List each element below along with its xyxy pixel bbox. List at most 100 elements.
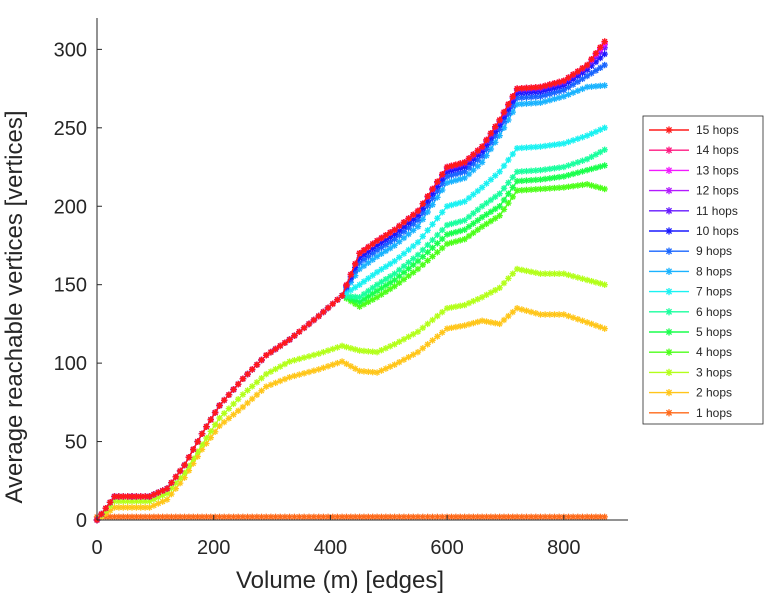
legend-marker [665, 288, 673, 296]
series-1-hops [93, 513, 608, 521]
legend-marker [665, 146, 673, 154]
data-point [565, 271, 572, 279]
data-point [194, 438, 201, 445]
data-point [300, 324, 308, 332]
data-point [244, 370, 251, 378]
data-point [419, 200, 426, 207]
data-point [356, 513, 363, 521]
data-point [291, 372, 298, 380]
data-point [601, 146, 608, 153]
data-point [601, 124, 608, 132]
data-point [391, 276, 398, 284]
legend-label: 5 hops [696, 325, 732, 339]
y-tick-label: 200 [54, 196, 87, 218]
data-point [211, 428, 219, 435]
data-point [387, 279, 394, 286]
data-point [391, 242, 398, 249]
data-point [239, 403, 247, 411]
data-point [258, 374, 265, 382]
data-point [496, 168, 503, 175]
data-point [400, 250, 408, 257]
data-point [597, 163, 604, 170]
data-point [496, 284, 503, 292]
data-point [461, 217, 468, 224]
data-point [378, 278, 385, 286]
data-point [505, 312, 512, 320]
data-point [487, 319, 495, 326]
data-point [352, 346, 359, 353]
data-point [356, 294, 363, 301]
legend-label: 2 hops [696, 386, 732, 400]
data-point [492, 172, 499, 179]
data-point [500, 279, 508, 287]
data-point [424, 257, 431, 264]
data-point [352, 260, 359, 268]
data-point [410, 261, 417, 269]
legend-item: 9 hops [649, 244, 732, 258]
data-point [391, 257, 398, 265]
data-point [465, 232, 473, 240]
data-point [424, 193, 431, 200]
data-point [474, 147, 481, 154]
data-point [509, 184, 516, 191]
data-point [369, 290, 376, 297]
data-point [452, 200, 460, 208]
data-point [185, 462, 193, 470]
data-point [601, 61, 608, 69]
data-point [300, 513, 308, 521]
data-point [461, 513, 468, 521]
y-axis-label: Average reachable vertices [vertices] [1, 110, 28, 503]
data-point [478, 203, 486, 210]
data-point [483, 180, 490, 187]
data-point [574, 159, 582, 166]
data-point [230, 411, 237, 418]
data-point [592, 67, 600, 74]
data-point [373, 294, 381, 301]
data-point [424, 320, 431, 328]
data-point [414, 207, 422, 215]
data-point [569, 81, 577, 88]
legend-marker [665, 328, 673, 336]
data-point [478, 184, 486, 191]
data-point [424, 241, 431, 249]
data-point [378, 234, 385, 242]
data-point [391, 513, 398, 521]
data-point [443, 163, 451, 171]
data-point [424, 249, 431, 256]
data-point [588, 55, 595, 63]
data-point [457, 323, 464, 330]
data-point [414, 265, 422, 273]
data-point [176, 474, 184, 482]
data-point [483, 136, 490, 144]
data-point [356, 367, 363, 375]
data-point [465, 213, 473, 221]
data-point [601, 185, 608, 193]
data-point [588, 182, 595, 189]
data-point [434, 240, 441, 247]
legend-item: 15 hops [649, 123, 739, 137]
data-point [555, 78, 563, 86]
data-point [500, 206, 508, 213]
data-point [532, 269, 540, 276]
data-point [439, 308, 446, 316]
data-point [457, 302, 464, 310]
data-point [203, 434, 210, 442]
data-point [569, 170, 577, 178]
data-point [513, 513, 521, 521]
data-point [414, 257, 422, 265]
data-point [487, 130, 495, 137]
data-point [360, 278, 368, 285]
data-point [387, 285, 394, 293]
data-point [592, 183, 600, 190]
data-point [496, 190, 503, 197]
data-point [601, 281, 608, 288]
data-point [249, 366, 256, 373]
data-point [478, 214, 486, 221]
data-point [207, 428, 214, 435]
data-point [356, 281, 363, 288]
data-point [443, 203, 451, 210]
data-point [111, 513, 118, 521]
data-point [470, 319, 477, 327]
data-point [527, 186, 535, 193]
data-point [579, 317, 586, 324]
